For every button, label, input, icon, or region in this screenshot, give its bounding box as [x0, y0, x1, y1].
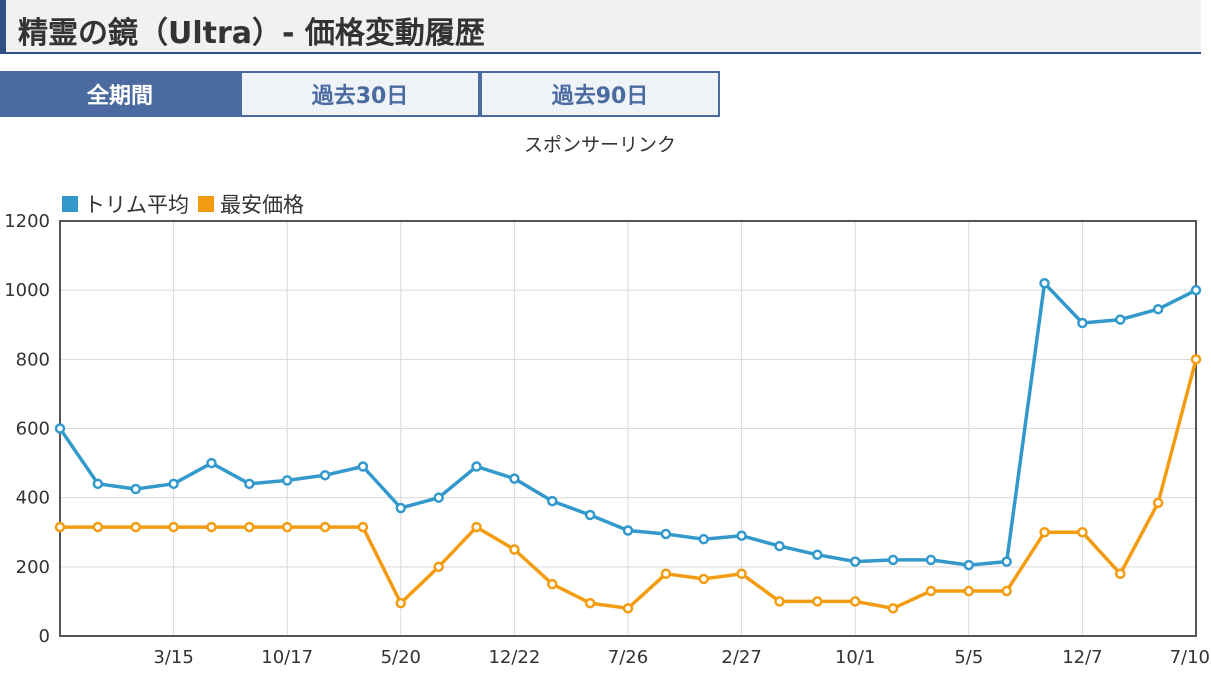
chart-plot-area: [54, 278, 1202, 614]
data-point: [319, 469, 331, 481]
data-point: [547, 495, 558, 507]
data-point: [584, 597, 596, 609]
x-tick-label: 7/26: [608, 647, 648, 668]
legend-label: 最安価格: [220, 193, 304, 217]
data-point: [319, 521, 331, 533]
data-point: [1077, 527, 1088, 538]
data-point: [1001, 556, 1012, 567]
data-point: [471, 461, 482, 472]
x-tick-label: 12/7: [1062, 647, 1102, 668]
data-point: [395, 597, 407, 609]
data-point: [1152, 303, 1164, 315]
data-point: [168, 521, 179, 533]
data-point: [54, 521, 66, 533]
data-point: [812, 596, 823, 607]
y-tick-label: 800: [16, 349, 50, 370]
data-point: [281, 475, 293, 486]
data-point: [1152, 497, 1164, 509]
x-tick-label: 5/5: [954, 647, 983, 668]
data-point: [622, 525, 634, 536]
data-point: [509, 544, 520, 555]
data-point: [471, 521, 482, 533]
data-point: [206, 457, 217, 469]
data-point: [244, 521, 255, 533]
data-point: [92, 478, 104, 490]
data-point: [92, 521, 104, 533]
data-point: [433, 561, 444, 573]
data-point: [698, 533, 709, 545]
data-point: [774, 540, 785, 552]
data-point: [1190, 284, 1202, 296]
tab-past-90-days[interactable]: 過去90日: [480, 71, 720, 117]
chart-legend: トリム平均 最安価格: [62, 193, 304, 217]
data-point: [357, 521, 369, 533]
data-point: [168, 478, 179, 490]
data-point: [660, 568, 672, 579]
data-point: [925, 554, 937, 566]
title-bar: 精霊の鏡（Ultra）- 価格変動履歴: [0, 0, 1201, 54]
y-tick-label: 400: [16, 488, 50, 509]
data-point: [395, 502, 407, 514]
data-point: [736, 568, 747, 579]
data-point: [130, 483, 141, 495]
x-tick-label: 5/20: [381, 647, 421, 668]
x-tick-label: 10/1: [835, 647, 875, 668]
data-point: [584, 509, 596, 521]
data-point: [1039, 278, 1050, 289]
data-point: [433, 492, 444, 503]
x-tick-label: 12/22: [488, 647, 540, 668]
sponsor-link-label: スポンサーリンク: [523, 134, 676, 156]
data-point: [963, 559, 975, 571]
data-point: [357, 461, 369, 472]
y-axis-ticks: 0 200 400 600 800 1000 1200: [4, 211, 50, 647]
data-point: [622, 603, 634, 614]
data-point: [887, 554, 899, 566]
data-point: [925, 585, 937, 597]
data-point: [812, 549, 823, 560]
y-tick-label: 600: [16, 419, 50, 440]
data-point: [849, 556, 861, 567]
data-point: [1001, 585, 1012, 597]
data-point: [54, 423, 66, 434]
x-tick-label: 2/27: [721, 647, 761, 668]
legend-label: トリム平均: [84, 193, 189, 217]
data-point: [509, 473, 520, 484]
price-history-chart: トリム平均 最安価格 0 200 400 600 800 1000 1200 3/15 10/1…: [4, 193, 1210, 668]
x-tick-label: 3/15: [153, 647, 193, 668]
data-point: [1115, 314, 1126, 325]
data-point: [660, 528, 672, 540]
data-point: [887, 603, 899, 614]
data-point: [281, 521, 293, 533]
data-point: [1115, 568, 1126, 579]
x-tick-label: 10/17: [261, 647, 313, 668]
data-point: [244, 478, 255, 490]
data-point: [1190, 354, 1202, 365]
data-point: [736, 530, 747, 541]
legend-swatch: [62, 196, 78, 212]
data-point: [206, 521, 217, 533]
legend-swatch: [198, 196, 214, 212]
data-point: [698, 573, 709, 585]
x-tick-label: 7/10: [1170, 647, 1210, 668]
y-tick-label: 1200: [4, 211, 50, 232]
data-point: [774, 596, 785, 607]
page-title: 精霊の鏡（Ultra）- 価格変動履歴: [18, 16, 485, 51]
data-point: [547, 578, 558, 590]
tab-past-30-days[interactable]: 過去30日: [240, 71, 480, 117]
y-tick-label: 0: [39, 626, 50, 647]
data-point: [130, 521, 141, 533]
data-point: [849, 596, 861, 607]
data-point: [1077, 317, 1088, 329]
data-point: [963, 585, 975, 597]
period-tabs: 全期間 過去30日 過去90日: [0, 71, 720, 117]
y-tick-label: 200: [16, 557, 50, 578]
data-point: [1039, 527, 1050, 538]
tab-all-period[interactable]: 全期間: [0, 71, 240, 117]
y-tick-label: 1000: [4, 280, 50, 301]
x-axis-ticks: 3/15 10/17 5/20 12/22 7/26 2/27 10/1 5/5 12/7 7/1…: [153, 647, 1210, 668]
